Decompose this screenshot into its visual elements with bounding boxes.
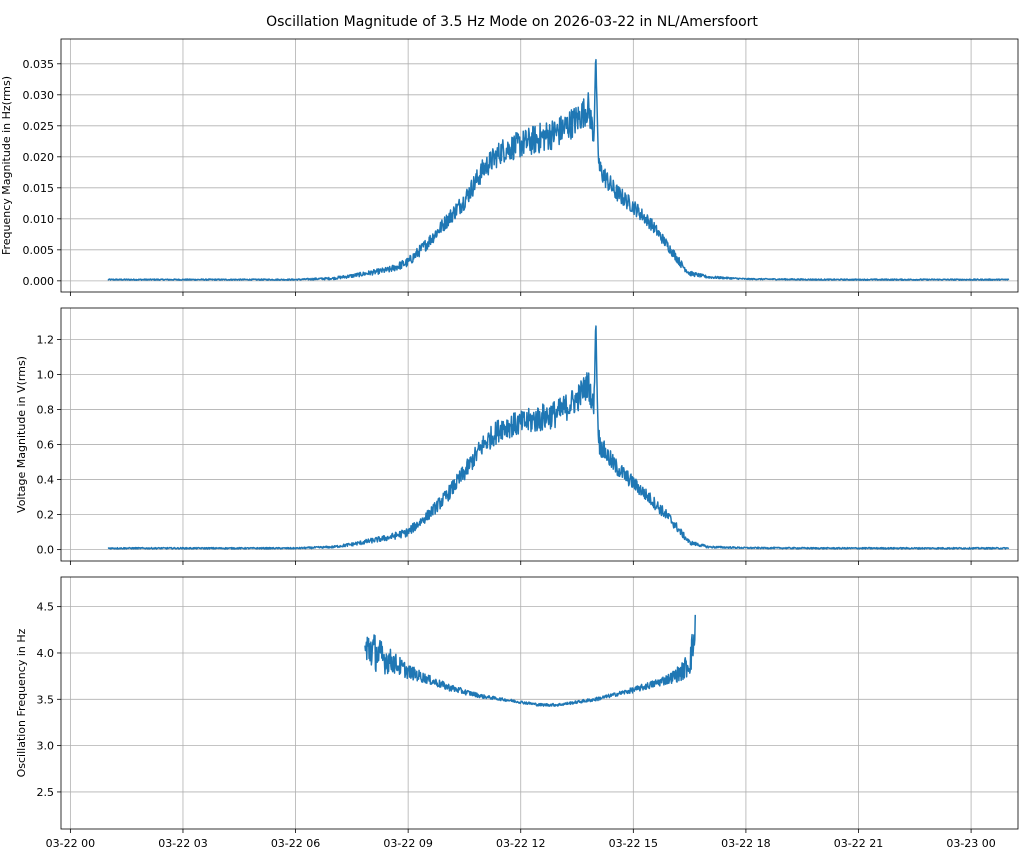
y-tick-label: 1.2 xyxy=(37,334,55,347)
y-tick-label: 0.015 xyxy=(23,182,55,195)
oscillation-frequency-panel: 03-22 00 03-22 03 03-22 06 03-22 09 03-22 12… xyxy=(15,576,1019,850)
y-axis-label: Frequency Magnitude in Hz(rms) xyxy=(0,76,13,255)
series-line xyxy=(107,325,1010,550)
y-tick-label: 0.025 xyxy=(23,120,55,133)
frequency-magnitude-panel: 0.000 0.005 0.010 0.015 0.020 0.025 0.030 0.035… xyxy=(0,38,1019,296)
y-tick-label: 3.5 xyxy=(37,693,55,706)
axes-frame xyxy=(60,576,1019,830)
y-tick-label: 0.4 xyxy=(37,474,55,487)
x-tick-label: 03-23 00 xyxy=(946,837,995,850)
y-tick-label: 0.2 xyxy=(37,509,55,522)
x-tick-label: 03-22 00 xyxy=(46,837,95,850)
y-axis-label: Oscillation Frequency in Hz xyxy=(15,628,28,777)
x-tick-label: 03-22 18 xyxy=(721,837,770,850)
axes-frame xyxy=(60,307,1019,562)
figure-title: Oscillation Magnitude of 3.5 Hz Mode on … xyxy=(266,14,758,30)
x-tick-label: 03-22 21 xyxy=(834,837,883,850)
y-tick-label: 0.8 xyxy=(37,404,55,417)
y-tick-label: 4.5 xyxy=(37,601,55,614)
x-tick-label: 03-22 15 xyxy=(609,837,658,850)
y-tick-label: 4.0 xyxy=(37,647,55,660)
voltage-magnitude-panel: 0.0 0.2 0.4 0.6 0.8 1.0 1.2 Voltage Magnitude i… xyxy=(15,307,1019,565)
y-axis-label: Voltage Magnitude in V(rms) xyxy=(15,356,28,513)
x-tick-label: 03-22 09 xyxy=(383,837,432,850)
y-tick-label: 0.0 xyxy=(37,544,55,557)
y-tick-label: 3.0 xyxy=(37,740,55,753)
y-tick-label: 0.005 xyxy=(23,244,55,257)
x-tick-label: 03-22 12 xyxy=(496,837,545,850)
series-line xyxy=(107,58,1010,281)
y-tick-label: 0.010 xyxy=(23,213,55,226)
y-tick-label: 0.035 xyxy=(23,58,55,71)
y-tick-label: 0.6 xyxy=(37,439,55,452)
y-tick-label: 2.5 xyxy=(37,786,55,799)
y-tick-label: 0.030 xyxy=(23,89,55,102)
axes-frame xyxy=(60,38,1019,293)
y-tick-label: 0.020 xyxy=(23,151,55,164)
y-tick-label: 0.000 xyxy=(23,275,55,288)
x-tick-label: 03-22 03 xyxy=(158,837,207,850)
series-line xyxy=(364,614,696,707)
y-tick-label: 1.0 xyxy=(37,369,55,382)
x-tick-label: 03-22 06 xyxy=(271,837,320,850)
